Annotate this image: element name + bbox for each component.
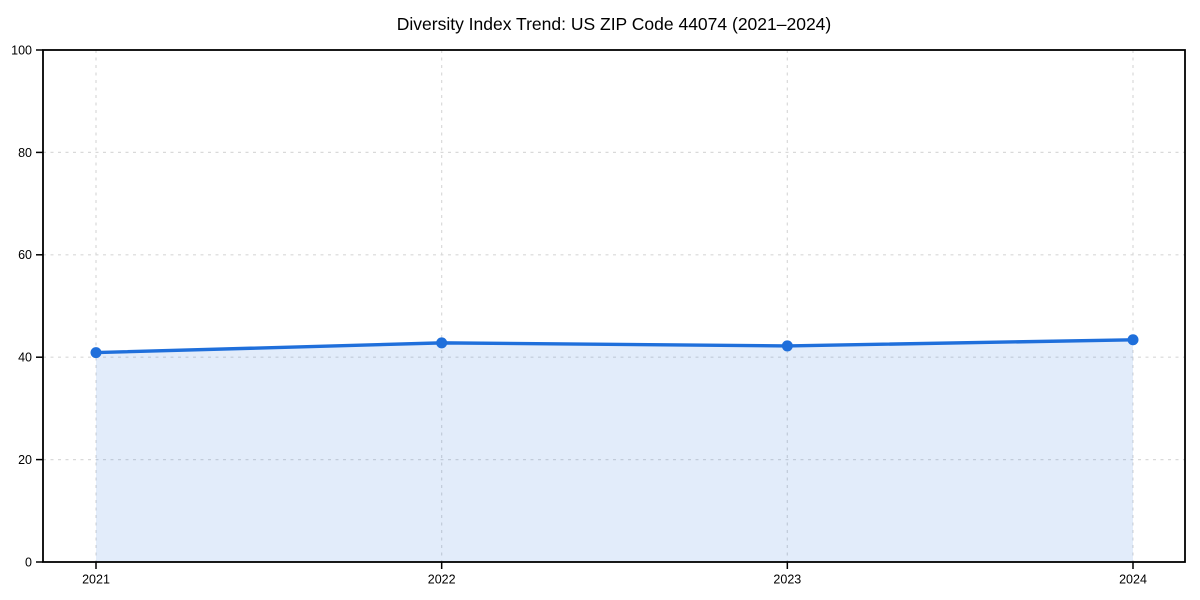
y-tick-label: 0 — [25, 555, 32, 569]
x-tick-label: 2021 — [82, 572, 110, 586]
y-tick-label: 80 — [18, 146, 32, 160]
y-tick-label: 100 — [11, 43, 32, 57]
y-tick-label: 60 — [18, 248, 32, 262]
trend-line — [94, 338, 1135, 355]
data-point — [436, 337, 448, 349]
data-point — [1127, 334, 1139, 346]
y-tick-label: 20 — [18, 453, 32, 467]
x-tick-label: 2022 — [428, 572, 456, 586]
data-point — [90, 347, 102, 359]
x-tick-label: 2024 — [1119, 572, 1147, 586]
data-point — [781, 340, 793, 352]
area-fill — [96, 339, 1133, 562]
chart-title: Diversity Index Trend: US ZIP Code 44074… — [397, 14, 832, 34]
plot-border — [42, 49, 1186, 563]
x-tick-label: 2023 — [773, 572, 801, 586]
y-tick-label: 40 — [18, 351, 32, 365]
plot-area: 0 20 40 60 80 100 2021 2022 2023 2024 — [11, 43, 1186, 586]
